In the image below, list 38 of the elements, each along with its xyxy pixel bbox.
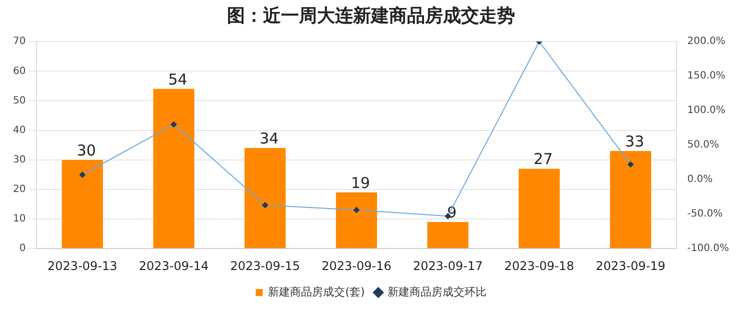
legend-label: 新建商品房成交环比: [387, 285, 486, 298]
y-tick-label: 0: [19, 243, 26, 254]
y-tick-label: 40: [12, 124, 26, 136]
y-tick-label: 50: [12, 95, 26, 106]
data-label: 19: [350, 174, 370, 192]
data-label: 27: [534, 150, 553, 168]
data-label: 33: [625, 132, 644, 150]
x-tick-label: 2023-09-18: [504, 258, 574, 273]
bar: [336, 192, 378, 248]
data-label: 54: [168, 70, 188, 88]
bar: [153, 88, 194, 248]
bar: [610, 151, 652, 248]
data-label: 30: [76, 141, 96, 160]
y-tick-label: 30: [12, 154, 26, 166]
x-tick-label: 2023-09-13: [48, 258, 118, 273]
x-tick-label: 2023-09-19: [596, 258, 666, 273]
y-tick-label: 20: [12, 184, 26, 196]
bar: [427, 222, 468, 248]
bar: [518, 168, 560, 248]
y2-tick-label: 200.0%: [687, 36, 726, 48]
y-tick-label: 10: [12, 214, 26, 225]
x-tick-label: 2023-09-14: [138, 258, 209, 273]
y2-tick-label: 0.0%: [687, 174, 713, 186]
x-tick-label: 2023-09-16: [322, 258, 392, 273]
chart-title: 图：近一周大连新建商品房成交走势: [227, 5, 515, 26]
legend-label: 新建商品房成交(套): [268, 285, 365, 298]
data-label: 34: [260, 129, 279, 148]
y2-tick-label: -50.0%: [687, 208, 723, 220]
y2-tick-label: -100.0%: [687, 243, 730, 254]
bar: [62, 160, 103, 248]
x-tick-label: 2023-09-15: [230, 258, 300, 273]
y2-tick-label: 50.0%: [687, 140, 720, 151]
x-tick-label: 2023-09-17: [412, 258, 483, 273]
y-tick-label: 70: [12, 36, 26, 48]
y-tick-label: 60: [12, 66, 26, 77]
y2-tick-label: 100.0%: [687, 105, 726, 116]
y2-tick-label: 150.0%: [687, 70, 726, 82]
bar: [244, 148, 286, 248]
